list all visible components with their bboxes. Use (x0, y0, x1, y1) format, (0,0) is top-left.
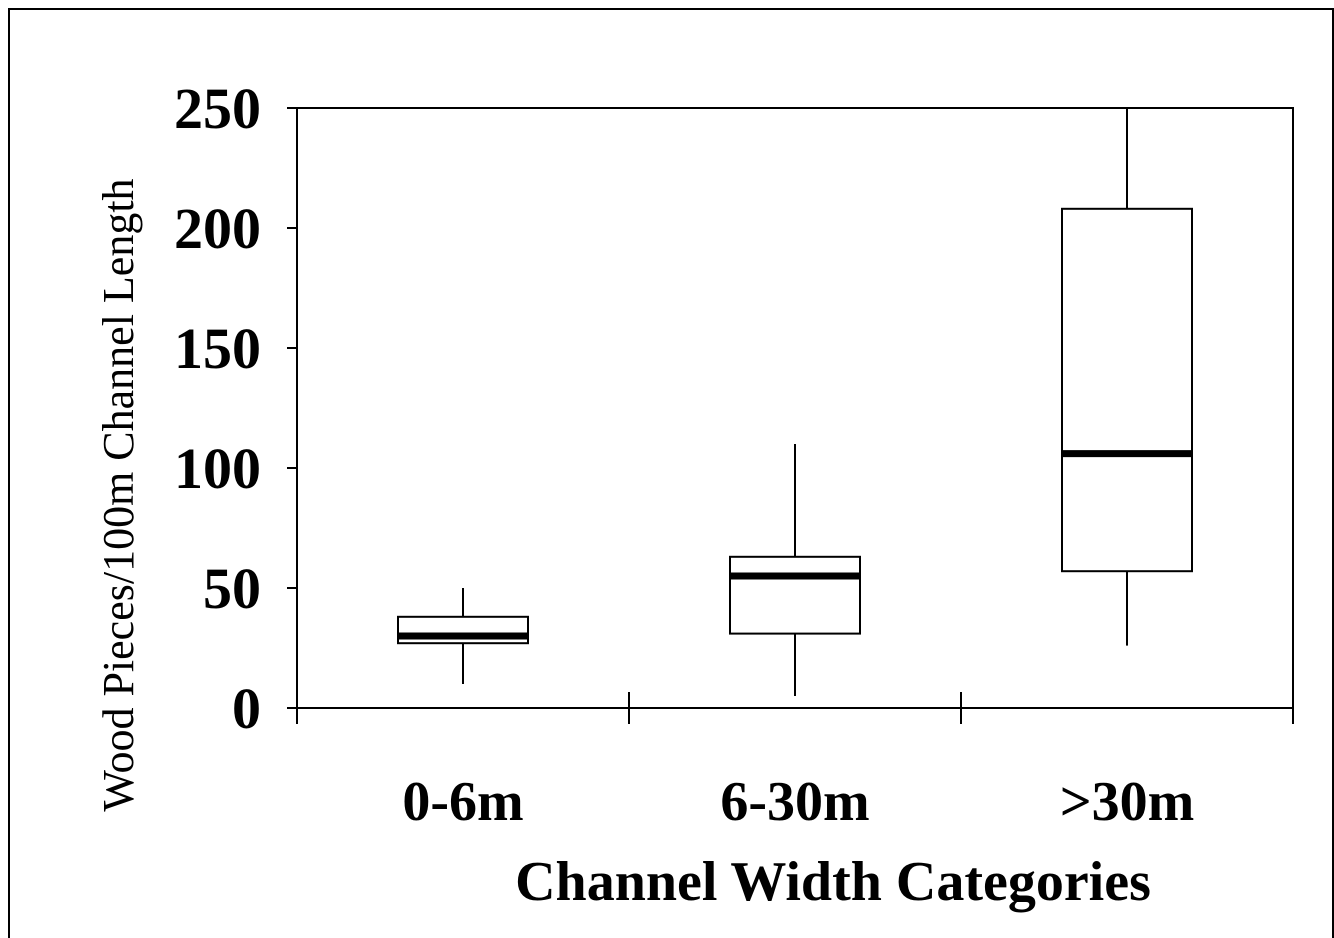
y-tick-label: 50 (203, 556, 261, 621)
box-3 (1061, 108, 1193, 646)
y-tick-label: 200 (174, 196, 261, 261)
box-2 (729, 444, 861, 696)
x-category-label: 6-30m (720, 771, 869, 833)
y-tick-label: 250 (174, 76, 261, 141)
box-1 (397, 588, 529, 684)
y-tick-label: 0 (232, 676, 261, 741)
y-axis-title: Wood Pieces/100m Channel Length (94, 178, 143, 811)
x-category-label: >30m (1060, 771, 1195, 833)
y-tick-label: 100 (174, 436, 261, 501)
figure-frame (8, 8, 1334, 938)
x-axis-title: Channel Width Categories (515, 851, 1151, 913)
iqr-box (729, 555, 861, 635)
plot-area (296, 107, 1294, 709)
y-tick-label: 150 (174, 316, 261, 381)
x-category-label: 0-6m (402, 771, 523, 833)
axes: 0 50 100 150 200 250 0-6m 6-30m >30m (174, 76, 1294, 833)
boxes (397, 108, 1193, 696)
iqr-box (1061, 207, 1193, 573)
